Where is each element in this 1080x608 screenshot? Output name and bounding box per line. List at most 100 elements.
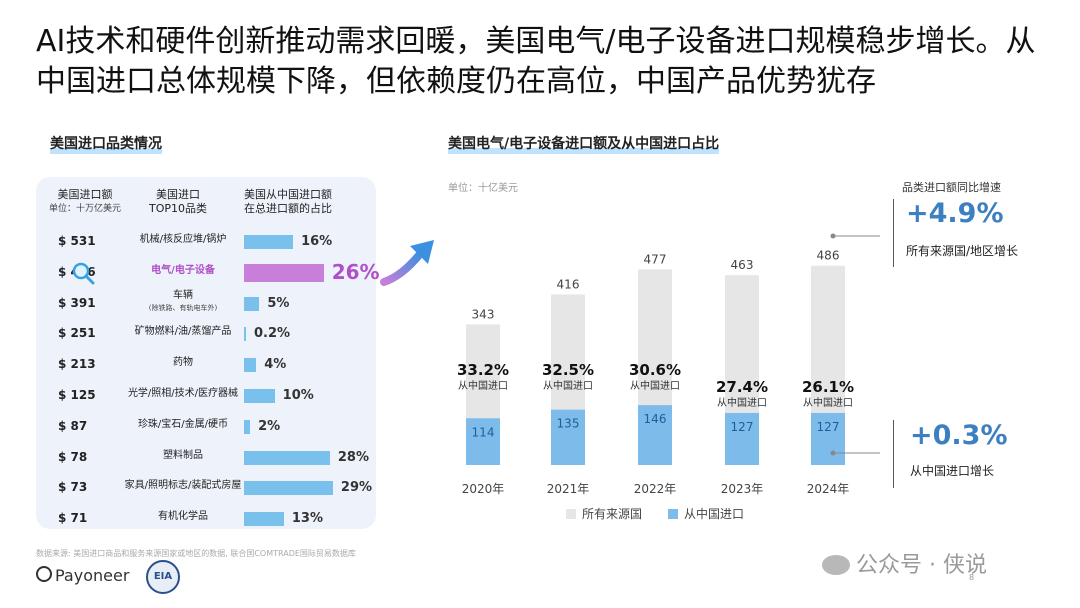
data-label-total: 343: [472, 307, 495, 321]
import-amount: $ 78: [58, 449, 88, 464]
china-share-caption: 从中国进口: [803, 396, 853, 409]
x-tick-label: 2023年: [721, 482, 764, 496]
table-row: $ 213 药物 4%: [36, 349, 376, 379]
table-row: $ 531 机械/核反应堆/锅炉 16%: [36, 226, 376, 256]
table-row: $ 251 矿物燃料/油/蒸馏产品 0.2%: [36, 318, 376, 348]
magnifier-icon: [72, 262, 95, 285]
data-label-china: 146: [644, 412, 667, 426]
chart-unit: 单位：十亿美元: [448, 183, 518, 194]
share-bar: [244, 450, 330, 465]
share-label: 28%: [337, 449, 369, 465]
table-row: $ 73 家具/照明标志/装配式房屋 29%: [36, 472, 376, 502]
watermark: 公众号 · 侠说: [822, 547, 987, 579]
share-bar: [244, 296, 260, 311]
share-bar: [244, 358, 257, 373]
share-bar: [244, 419, 251, 434]
import-amount: $ 71: [58, 511, 88, 526]
data-label-total: 416: [557, 277, 580, 291]
chart-legend: 所有来源国 从中国进口: [566, 505, 744, 522]
china-share-label: 32.5%: [542, 361, 594, 379]
share-label: 26%: [331, 259, 380, 284]
bar-china: [638, 405, 672, 465]
share-label: 5%: [267, 295, 290, 311]
data-label-china: 135: [557, 417, 580, 431]
arrow-icon: [380, 240, 434, 286]
category-sublabel: (除铁路、有轨电车外): [148, 303, 218, 312]
col-amount-header: 美国进口额 单位：十万亿美元: [48, 188, 121, 214]
share-label: 0.2%: [254, 326, 291, 342]
import-amount: $ 391: [58, 295, 96, 310]
growth-all-value: +4.9%: [906, 198, 1004, 229]
left-panel: [36, 177, 376, 529]
x-tick-label: 2021年: [547, 482, 590, 496]
china-share-label: 33.2%: [457, 361, 509, 379]
category-label: 塑料制品: [163, 449, 203, 461]
col-category-header: 美国进口 TOP10品类: [148, 188, 207, 215]
share-label: 2%: [258, 418, 281, 434]
source-note: 数据来源: 美国进口商品和服务来源国家或地区的数据, 联合国COMTRADE国际…: [36, 549, 356, 558]
x-tick-label: 2024年: [807, 482, 850, 496]
table-row: $ 87 珍珠/宝石/金属/硬币 2%: [36, 411, 376, 441]
x-tick-label: 2022年: [634, 482, 677, 496]
import-bar-chart: 34311433.2%从中国进口2020年41613532.5%从中国进口202…: [457, 233, 880, 496]
china-share-caption: 从中国进口: [717, 396, 767, 409]
china-share-caption: 从中国进口: [543, 379, 593, 392]
bar-china: [811, 412, 845, 465]
share-label: 10%: [282, 388, 314, 403]
china-share-caption: 从中国进口: [630, 379, 680, 392]
category-label: 珍珠/宝石/金属/硬币: [137, 418, 229, 430]
divider-line: [893, 420, 894, 488]
wechat-icon: [822, 555, 850, 575]
import-amount: $ 87: [58, 418, 88, 433]
divider-line: [893, 199, 894, 267]
china-share-label: 27.4%: [716, 378, 768, 396]
page-title: AI技术和硬件创新推动需求回暖，美国电气/电子设备进口规模稳步增长。从中国进口总…: [36, 24, 1036, 99]
category-label: 药物: [173, 357, 193, 369]
growth-china-label: 从中国进口增长: [910, 464, 995, 478]
category-label: 车辆 (除铁路、有轨电车外): [118, 290, 248, 314]
category-label: 电气/电子设备: [151, 264, 215, 276]
import-amount: $ 531: [58, 234, 96, 248]
share-bar: [244, 263, 324, 282]
share-label: 29%: [340, 480, 373, 496]
category-label: 机械/核反应堆/锅炉: [139, 234, 227, 245]
share-bar: [244, 389, 275, 403]
page-number: 8: [969, 573, 975, 582]
growth-china-value: +0.3%: [910, 420, 1008, 451]
eia-seal-logo: EIA: [146, 560, 180, 594]
table-row: $ 125 光学/照相/技术/医疗器械 10%: [36, 380, 376, 410]
col-share-header: 美国从中国进口额 在总进口额的占比: [244, 188, 332, 215]
bar-china: [725, 412, 759, 465]
category-label: 光学/照相/技术/医疗器械: [127, 388, 239, 399]
payoneer-logo: Payoneer: [36, 566, 129, 585]
import-amount: $ 251: [58, 326, 96, 341]
legend-item-total: 所有来源国: [566, 505, 642, 522]
right-section-title: 美国电气/电子设备进口额及从中国进口占比: [448, 133, 720, 154]
data-label-total: 486: [817, 249, 840, 263]
data-label-china: 127: [817, 420, 840, 434]
category-label: 矿物燃料/油/蒸馏产品: [134, 326, 232, 338]
share-label: 13%: [291, 511, 323, 527]
growth-header: 品类进口额同比增速: [902, 181, 1001, 194]
data-label-total: 463: [731, 258, 754, 272]
share-label: 16%: [301, 234, 333, 249]
table-row: $ 391 车辆 (除铁路、有轨电车外) 5%: [36, 288, 376, 318]
data-label-china: 114: [472, 425, 495, 439]
category-label: 家具/照明标志/装配式房屋: [124, 480, 242, 492]
data-label-total: 477: [644, 252, 667, 266]
share-label: 4%: [264, 357, 287, 373]
table-row: $ 71 有机化学品 13%: [36, 503, 376, 533]
left-section-title: 美国进口品类情况: [50, 133, 162, 154]
x-tick-label: 2020年: [462, 482, 505, 496]
legend-item-china: 从中国进口: [668, 505, 744, 522]
share-bar: [244, 512, 284, 527]
china-share-caption: 从中国进口: [458, 379, 508, 392]
table-row: $ 78 塑料制品 28%: [36, 442, 376, 472]
china-share-label: 26.1%: [802, 378, 854, 396]
bar-china: [466, 418, 500, 465]
share-bar: [244, 327, 246, 342]
china-share-label: 30.6%: [629, 361, 681, 379]
import-amount: $ 125: [58, 388, 96, 402]
import-amount: $ 73: [58, 480, 88, 495]
data-label-china: 127: [731, 420, 754, 434]
